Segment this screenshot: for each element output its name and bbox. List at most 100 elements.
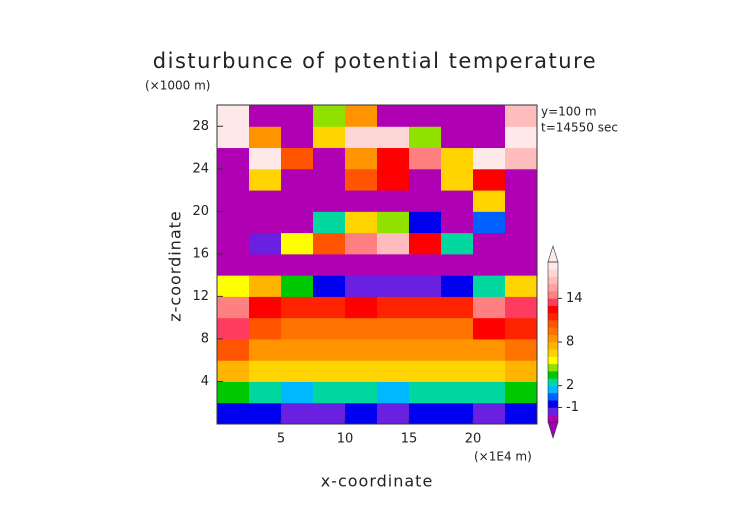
- cell: [409, 211, 442, 234]
- cell: [217, 253, 250, 276]
- colorbar-band: [548, 276, 558, 285]
- chart-title: disturbunce of potential temperature: [153, 49, 597, 73]
- cell: [441, 317, 474, 340]
- cell: [473, 232, 506, 255]
- cell: [441, 338, 474, 361]
- cell: [441, 126, 474, 149]
- cell: [313, 296, 346, 319]
- cell: [377, 211, 410, 234]
- cell: [441, 147, 474, 170]
- y-tick-label: 8: [201, 331, 209, 346]
- cell: [409, 232, 442, 255]
- cell: [345, 381, 378, 404]
- cell: [505, 211, 538, 234]
- cell: [249, 211, 282, 234]
- cell: [217, 360, 250, 382]
- y-tick-label: 4: [201, 374, 209, 389]
- cell: [313, 105, 346, 127]
- x-tick-label: 20: [465, 432, 482, 447]
- cell: [281, 232, 314, 255]
- cell: [505, 275, 538, 297]
- cell: [377, 360, 410, 382]
- cell: [249, 402, 282, 425]
- cell: [249, 275, 282, 297]
- colorbar-band: [548, 291, 558, 299]
- colorbar-band: [548, 400, 558, 408]
- cell: [377, 147, 410, 170]
- cell: [377, 105, 410, 127]
- cell: [377, 190, 410, 212]
- cell: [473, 296, 506, 319]
- cell: [345, 275, 378, 297]
- colorbar-band: [548, 283, 558, 292]
- cell: [313, 338, 346, 361]
- y-axis-label: z-coordinate: [166, 210, 185, 322]
- cell: [281, 253, 314, 276]
- cell: [441, 296, 474, 319]
- y-tick-label: 28: [192, 119, 209, 134]
- colorbar-band: [548, 342, 558, 350]
- cell: [345, 232, 378, 255]
- cell: [473, 105, 506, 127]
- cell: [217, 381, 250, 404]
- cell: [313, 190, 346, 212]
- cell: [281, 381, 314, 404]
- cell: [217, 275, 250, 297]
- cell: [505, 317, 538, 340]
- cell: [409, 402, 442, 425]
- x-tick-label: 15: [401, 432, 418, 447]
- cell: [313, 317, 346, 340]
- cell: [409, 275, 442, 297]
- colorbar-band: [548, 378, 558, 386]
- cell: [217, 126, 250, 149]
- cell: [441, 253, 474, 276]
- cell: [313, 360, 346, 382]
- cell: [409, 190, 442, 212]
- cell: [249, 190, 282, 212]
- cell: [217, 317, 250, 340]
- cell: [217, 296, 250, 319]
- x-tick-label: 5: [277, 432, 285, 447]
- cell: [249, 105, 282, 127]
- cell: [345, 147, 378, 170]
- cell: [345, 105, 378, 127]
- y-tick-label: 16: [192, 246, 209, 261]
- x-unit: (×1E4 m): [474, 450, 532, 464]
- cell: [281, 147, 314, 170]
- colorbar-band: [548, 363, 558, 372]
- cell: [281, 338, 314, 361]
- colorbar-band: [548, 262, 558, 270]
- cell: [505, 402, 538, 425]
- cell: [217, 168, 250, 191]
- annotation: t=14550 sec: [541, 121, 618, 135]
- cell: [409, 360, 442, 382]
- cell: [217, 190, 250, 212]
- cell: [281, 360, 314, 382]
- cell: [473, 147, 506, 170]
- cell: [473, 211, 506, 234]
- cell: [345, 190, 378, 212]
- cell: [249, 360, 282, 382]
- cell: [281, 211, 314, 234]
- cell: [473, 317, 506, 340]
- cell: [345, 360, 378, 382]
- colorbar-band: [548, 320, 558, 328]
- plot-frame: [216, 104, 538, 425]
- cell: [377, 126, 410, 149]
- cell: [345, 211, 378, 234]
- cell: [473, 275, 506, 297]
- cell: [377, 317, 410, 340]
- cell: [505, 168, 538, 191]
- cell: [249, 232, 282, 255]
- cell: [409, 168, 442, 191]
- cell: [377, 381, 410, 404]
- cell: [313, 253, 346, 276]
- cell: [281, 190, 314, 212]
- cell: [281, 317, 314, 340]
- cell: [473, 190, 506, 212]
- cell: [249, 296, 282, 319]
- cell: [249, 126, 282, 149]
- colorbar-tick-label: -1: [566, 400, 579, 415]
- cell: [505, 126, 538, 149]
